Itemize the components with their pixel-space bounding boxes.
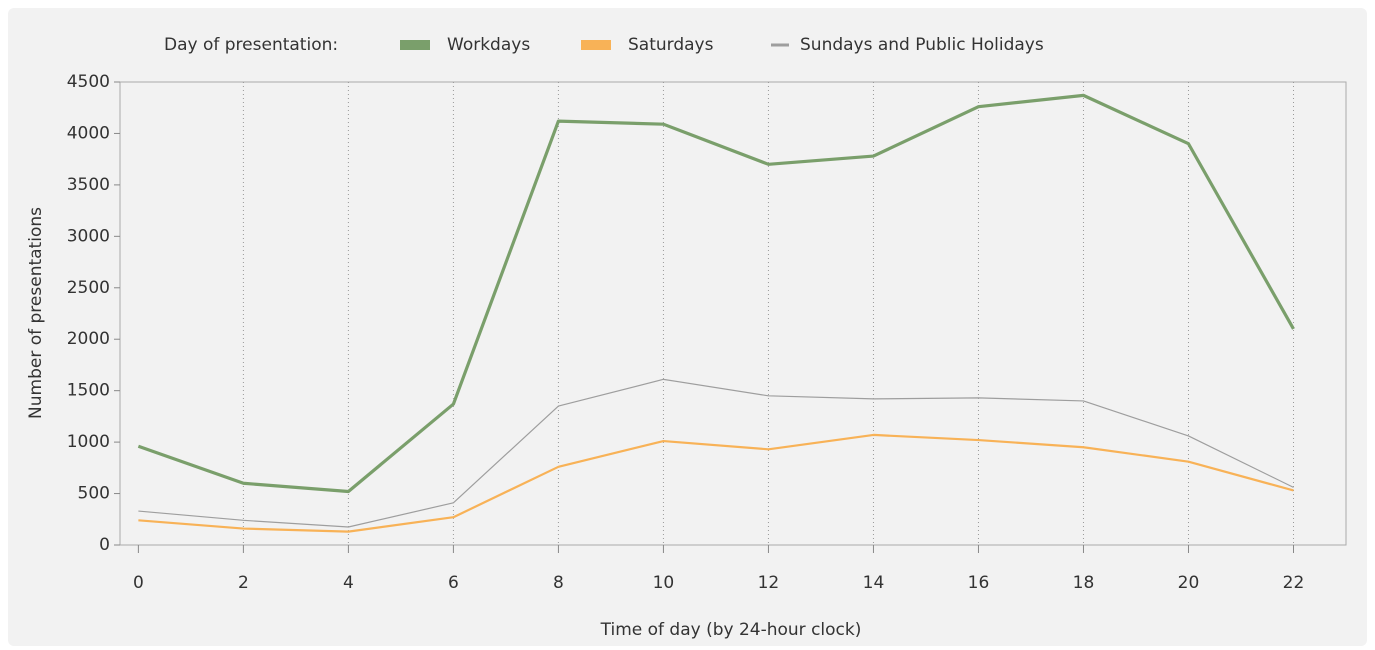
y-tick-label: 0: [99, 535, 110, 555]
y-axis-label: Number of presentations: [26, 207, 46, 419]
x-tick-label: 2: [238, 573, 249, 593]
x-tick-label: 0: [133, 573, 144, 593]
y-tick-label: 2500: [67, 278, 110, 298]
series-line: [138, 378, 1294, 528]
y-tick-label: 3000: [67, 226, 110, 246]
legend-title: Day of presentation:: [164, 35, 338, 55]
y-tick-label: 4000: [67, 123, 110, 143]
x-tick-label: 10: [653, 573, 675, 593]
y-tick-label: 1500: [67, 381, 110, 401]
legend-swatch: [581, 40, 611, 50]
legend-swatch: [400, 40, 430, 50]
series-line: [137, 93, 1295, 494]
y-tick-label: 1000: [67, 432, 110, 452]
legend-label: Saturdays: [628, 35, 714, 55]
x-tick-label: 22: [1283, 573, 1305, 593]
x-tick-label: 16: [968, 573, 990, 593]
y-tick-label: 3500: [67, 175, 110, 195]
x-tick-label: 18: [1073, 573, 1095, 593]
panel: [8, 8, 1367, 646]
legend-label: Sundays and Public Holidays: [800, 35, 1044, 55]
x-tick-label: 8: [553, 573, 564, 593]
x-tick-label: 12: [758, 573, 780, 593]
y-tick-label: 4500: [67, 72, 110, 92]
y-tick-label: 2000: [67, 329, 110, 349]
plot-frame: [119, 81, 1347, 546]
y-tick-label: 500: [78, 484, 110, 504]
x-tick-label: 4: [343, 573, 354, 593]
x-axis-label: Time of day (by 24-hour clock): [600, 620, 862, 640]
x-tick-label: 6: [448, 573, 459, 593]
x-tick-label: 20: [1178, 573, 1200, 593]
legend-label: Workdays: [447, 35, 530, 55]
series-line: [138, 433, 1294, 533]
x-tick-label: 14: [863, 573, 885, 593]
